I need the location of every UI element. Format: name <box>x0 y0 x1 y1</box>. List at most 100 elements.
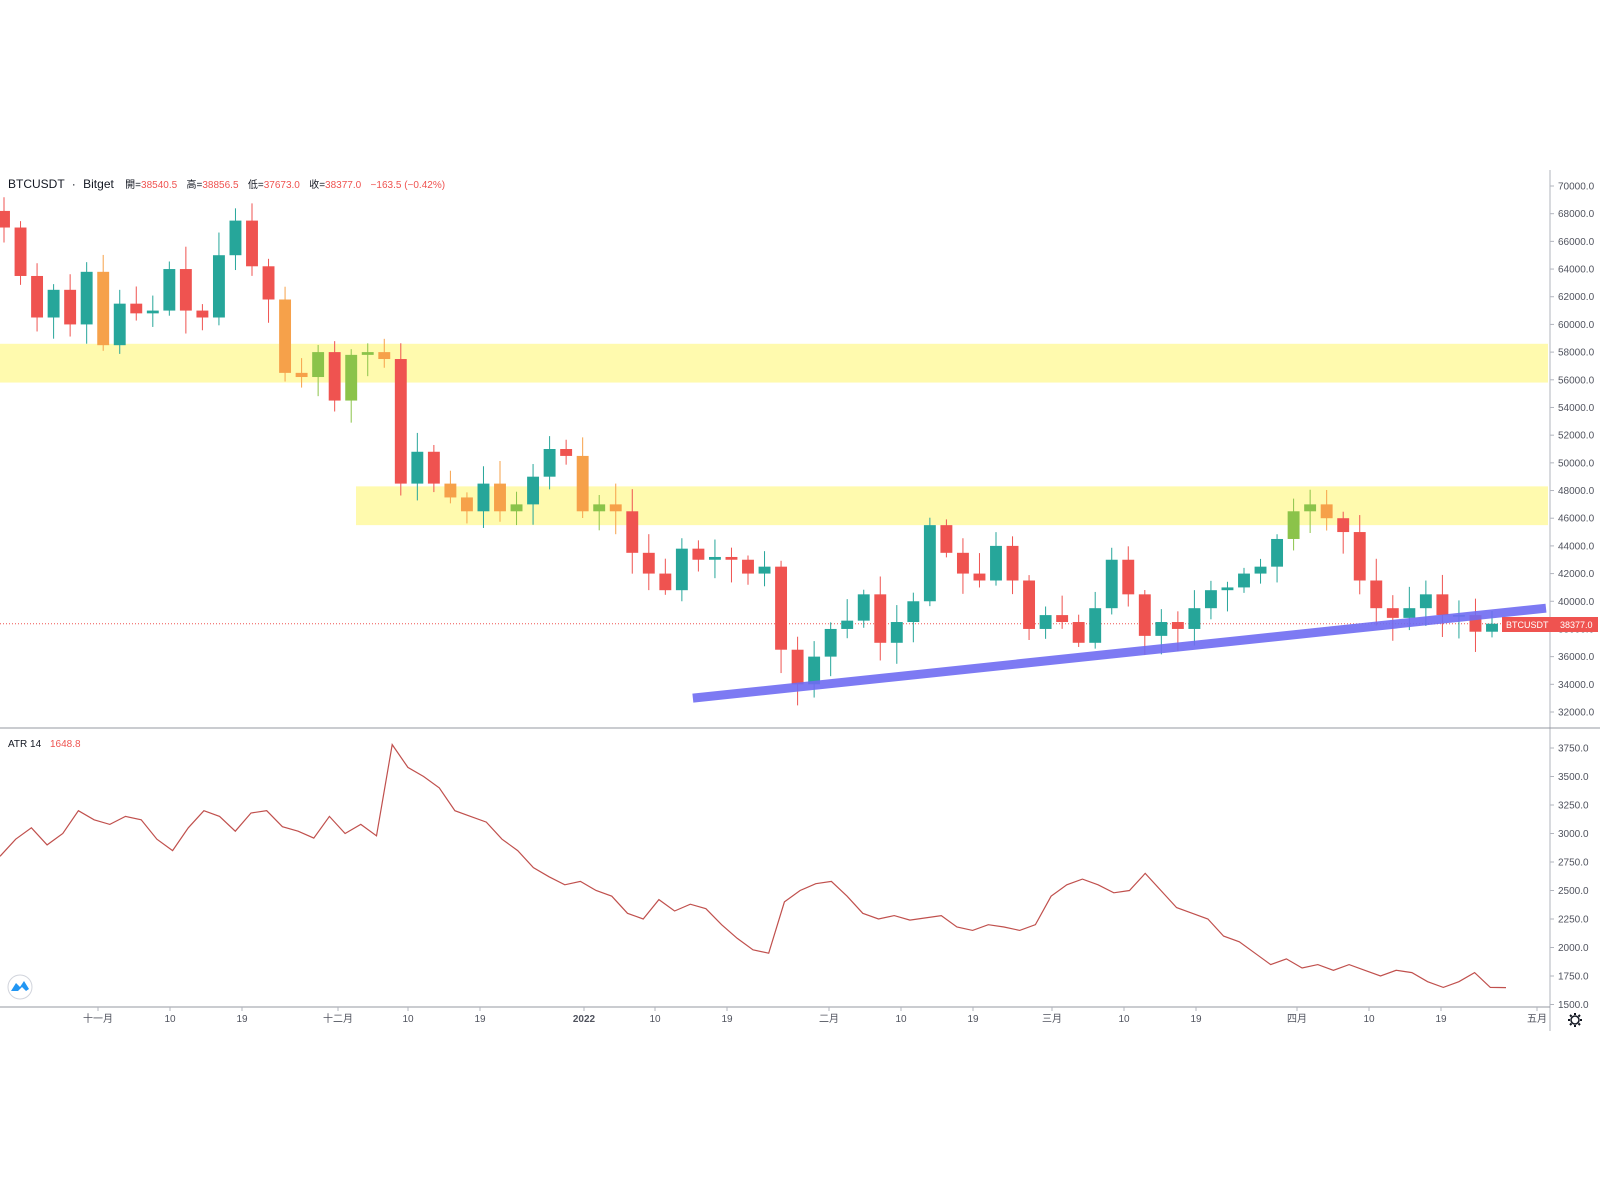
candle <box>1238 567 1250 593</box>
axes <box>0 170 1600 1031</box>
candle <box>659 558 672 595</box>
time-tick-label: 10 <box>1363 1014 1375 1025</box>
candle <box>956 538 969 594</box>
candle <box>361 343 374 377</box>
candle <box>857 589 870 628</box>
candle <box>1204 580 1217 620</box>
time-tick-label: 10 <box>649 1014 661 1025</box>
candle <box>246 203 258 276</box>
price-tag: BTCUSDT 38377.0 <box>1502 617 1598 632</box>
time-tick-label: 二月 <box>819 1013 839 1025</box>
candle <box>80 262 93 344</box>
time-tick-label: 19 <box>967 1014 979 1025</box>
price-tag-symbol: BTCUSDT <box>1506 620 1549 630</box>
candle <box>1287 498 1300 551</box>
legend-change: −163.5 (−0.42%) <box>371 180 446 191</box>
candle <box>196 304 209 331</box>
candle <box>312 344 325 397</box>
candle <box>874 576 887 661</box>
legend-close-value: 38377.0 <box>325 180 362 191</box>
candle <box>675 538 688 602</box>
time-tick-label: 19 <box>1190 1014 1202 1025</box>
candle <box>907 592 920 643</box>
candle <box>212 232 225 326</box>
gear-icon[interactable] <box>1568 1013 1582 1027</box>
candle <box>609 483 622 535</box>
candle <box>295 358 308 388</box>
price-tick-label: 32000.0 <box>1558 708 1595 719</box>
price-tick-label: 56000.0 <box>1558 375 1595 386</box>
candle <box>1122 546 1135 607</box>
legend-open-value: 38540.5 <box>141 180 178 191</box>
price-tag-bg <box>1502 617 1598 632</box>
candle <box>163 261 176 316</box>
price-tag-value: 38377.0 <box>1560 620 1593 630</box>
candles <box>0 197 1498 706</box>
candle <box>725 547 738 583</box>
legend-close-label: 收= <box>309 178 325 191</box>
candle <box>1056 595 1069 629</box>
price-tick-label: 40000.0 <box>1558 597 1595 608</box>
candle <box>973 553 986 588</box>
candle <box>742 555 754 585</box>
atr-tick-label: 2000.0 <box>1558 943 1589 954</box>
legend-sep: · <box>72 177 76 191</box>
atr-axis-ticks: 1500.0 1750.0 2000.0 2250.0 2500.0 2750.0 3000… <box>1550 744 1589 1011</box>
candle <box>427 444 440 493</box>
time-tick-label: 三月 <box>1042 1013 1062 1025</box>
candle <box>510 491 523 526</box>
candle <box>328 341 341 412</box>
candle <box>824 622 837 677</box>
candle <box>1221 581 1234 612</box>
price-tick-label: 54000.0 <box>1558 403 1595 414</box>
atr-tick-label: 3750.0 <box>1558 744 1589 755</box>
candle <box>460 492 473 524</box>
candle <box>791 636 804 706</box>
atr-tick-label: 1750.0 <box>1558 972 1589 983</box>
candle <box>1469 598 1482 652</box>
price-tick-label: 62000.0 <box>1558 292 1595 303</box>
candle <box>1023 575 1036 640</box>
candle <box>262 258 275 323</box>
resistance-zone-2 <box>356 486 1548 526</box>
time-tick-label: 十一月 <box>83 1012 113 1025</box>
candle <box>146 295 159 327</box>
resistance-zone-1 <box>0 343 1548 383</box>
legend-symbol[interactable]: BTCUSDT <box>8 177 65 191</box>
candle <box>113 289 126 354</box>
chart-legend: BTCUSDT · Bitget 開=38540.5 高=38856.5 低=3… <box>8 177 445 191</box>
candle <box>1353 515 1366 595</box>
time-axis-ticks: 十一月 10 19 十二月 10 19 2022 10 19 二月 10 19 三月 10 19 四月 10 19… <box>83 1007 1547 1025</box>
support-trendline[interactable] <box>692 603 1547 703</box>
candle <box>1039 606 1052 639</box>
legend-high-label: 高= <box>187 178 203 191</box>
candle <box>692 540 705 572</box>
candle <box>940 519 953 558</box>
time-tick-label: 十二月 <box>323 1012 353 1025</box>
candle <box>279 286 292 382</box>
atr-line <box>0 743 1507 989</box>
candle <box>229 208 242 271</box>
candle <box>1370 558 1383 626</box>
candle <box>1386 595 1399 641</box>
candle <box>642 534 655 591</box>
time-tick-label: 19 <box>236 1014 248 1025</box>
atr-tick-label: 3500.0 <box>1558 772 1589 783</box>
candle <box>527 464 540 525</box>
price-tick-label: 52000.0 <box>1558 431 1595 442</box>
time-tick-label: 10 <box>164 1014 176 1025</box>
candle <box>494 460 506 522</box>
price-tick-label: 42000.0 <box>1558 569 1595 580</box>
candle <box>64 274 77 337</box>
tradingview-logo-icon[interactable] <box>7 974 33 1000</box>
candle <box>394 343 407 496</box>
atr-legend-label[interactable]: ATR 14 <box>8 739 42 750</box>
atr-legend: ATR 14 1648.8 <box>8 739 81 750</box>
candle <box>923 517 936 607</box>
price-tick-label: 66000.0 <box>1558 237 1595 248</box>
candle <box>1072 614 1085 647</box>
price-tick-label: 34000.0 <box>1558 680 1595 691</box>
candle <box>1089 591 1102 649</box>
atr-tick-label: 3000.0 <box>1558 829 1589 840</box>
